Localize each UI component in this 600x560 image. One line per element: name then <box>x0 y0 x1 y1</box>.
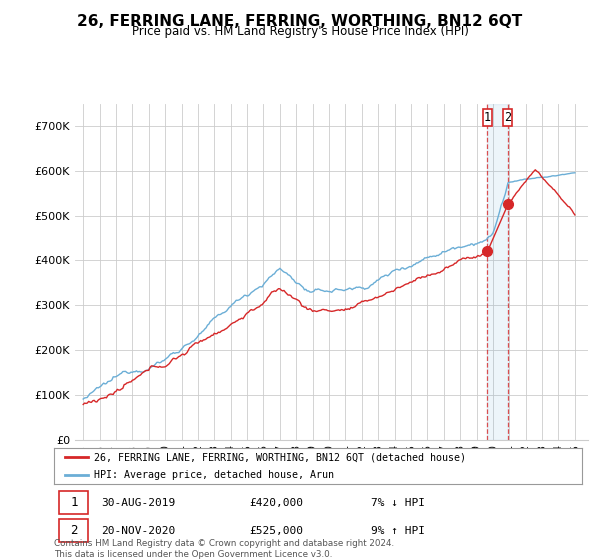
Text: Contains HM Land Registry data © Crown copyright and database right 2024.
This d: Contains HM Land Registry data © Crown c… <box>54 539 394 559</box>
Text: 30-AUG-2019: 30-AUG-2019 <box>101 498 176 507</box>
Text: 1: 1 <box>70 496 77 509</box>
Bar <box>487 104 508 440</box>
Text: 20-NOV-2020: 20-NOV-2020 <box>101 526 176 535</box>
Text: £420,000: £420,000 <box>250 498 304 507</box>
Text: HPI: Average price, detached house, Arun: HPI: Average price, detached house, Arun <box>94 470 334 480</box>
Text: £525,000: £525,000 <box>250 526 304 535</box>
Text: 26, FERRING LANE, FERRING, WORTHING, BN12 6QT (detached house): 26, FERRING LANE, FERRING, WORTHING, BN1… <box>94 452 466 463</box>
Text: 2: 2 <box>504 111 511 124</box>
Text: 9% ↑ HPI: 9% ↑ HPI <box>371 526 425 535</box>
Text: 2: 2 <box>70 524 77 537</box>
FancyBboxPatch shape <box>59 492 88 514</box>
Text: Price paid vs. HM Land Registry's House Price Index (HPI): Price paid vs. HM Land Registry's House … <box>131 25 469 38</box>
Text: 7% ↓ HPI: 7% ↓ HPI <box>371 498 425 507</box>
Text: 26, FERRING LANE, FERRING, WORTHING, BN12 6QT: 26, FERRING LANE, FERRING, WORTHING, BN1… <box>77 14 523 29</box>
FancyBboxPatch shape <box>503 109 512 126</box>
FancyBboxPatch shape <box>59 520 88 542</box>
Text: 1: 1 <box>484 111 491 124</box>
FancyBboxPatch shape <box>483 109 492 126</box>
